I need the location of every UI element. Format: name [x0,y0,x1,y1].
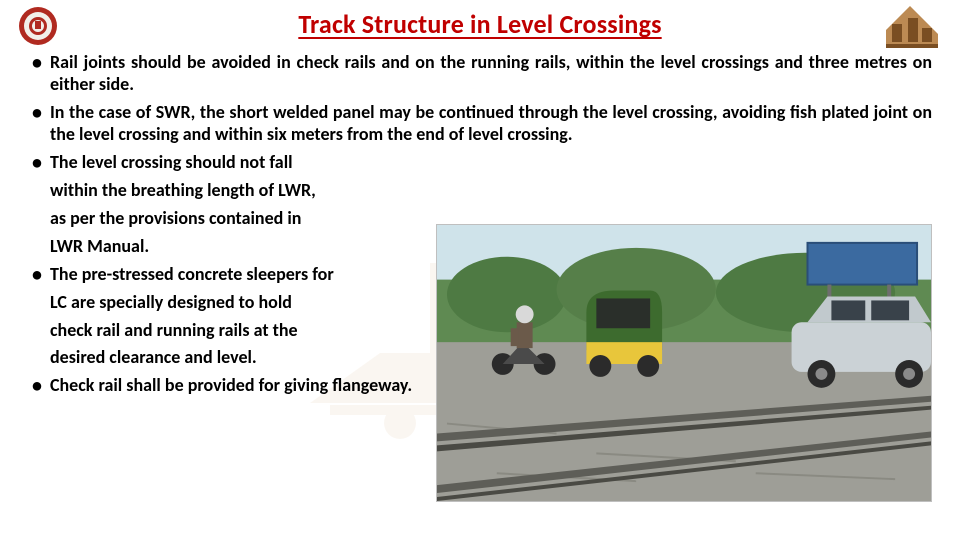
bullet-4-line-2: LC are specially designed to hold [28,292,428,314]
bullet-3-line-4: LWR Manual. [28,236,428,258]
iricen-emblem-icon [886,4,938,48]
level-crossing-photo [436,224,932,502]
bullet-1: Rail joints should be avoided in check r… [28,52,932,96]
bullet-list: Rail joints should be avoided in check r… [28,52,932,174]
slide-body: Rail joints should be avoided in check r… [28,52,932,397]
slide-title: Track Structure in Level Crossings [28,8,932,40]
bullet-4-line-3: check rail and running rails at the [28,320,428,342]
bullet-2: In the case of SWR, the short welded pan… [28,102,932,146]
bullet-3-line-2: within the breathing length of LWR, [28,180,428,202]
rickshaw-shape [586,291,662,377]
indian-railways-logo-icon [18,6,58,46]
slide: Track Structure in Level Crossings Rail … [0,0,960,540]
bullet-4-line-4: desired clearance and level. [28,347,428,369]
bullet-4: The pre-stressed concrete sleepers for [28,264,428,286]
slide-header: Track Structure in Level Crossings [28,8,932,48]
bullet-3-line-3: as per the provisions contained in [28,208,428,230]
bullet-3: The level crossing should not fall [28,152,428,174]
